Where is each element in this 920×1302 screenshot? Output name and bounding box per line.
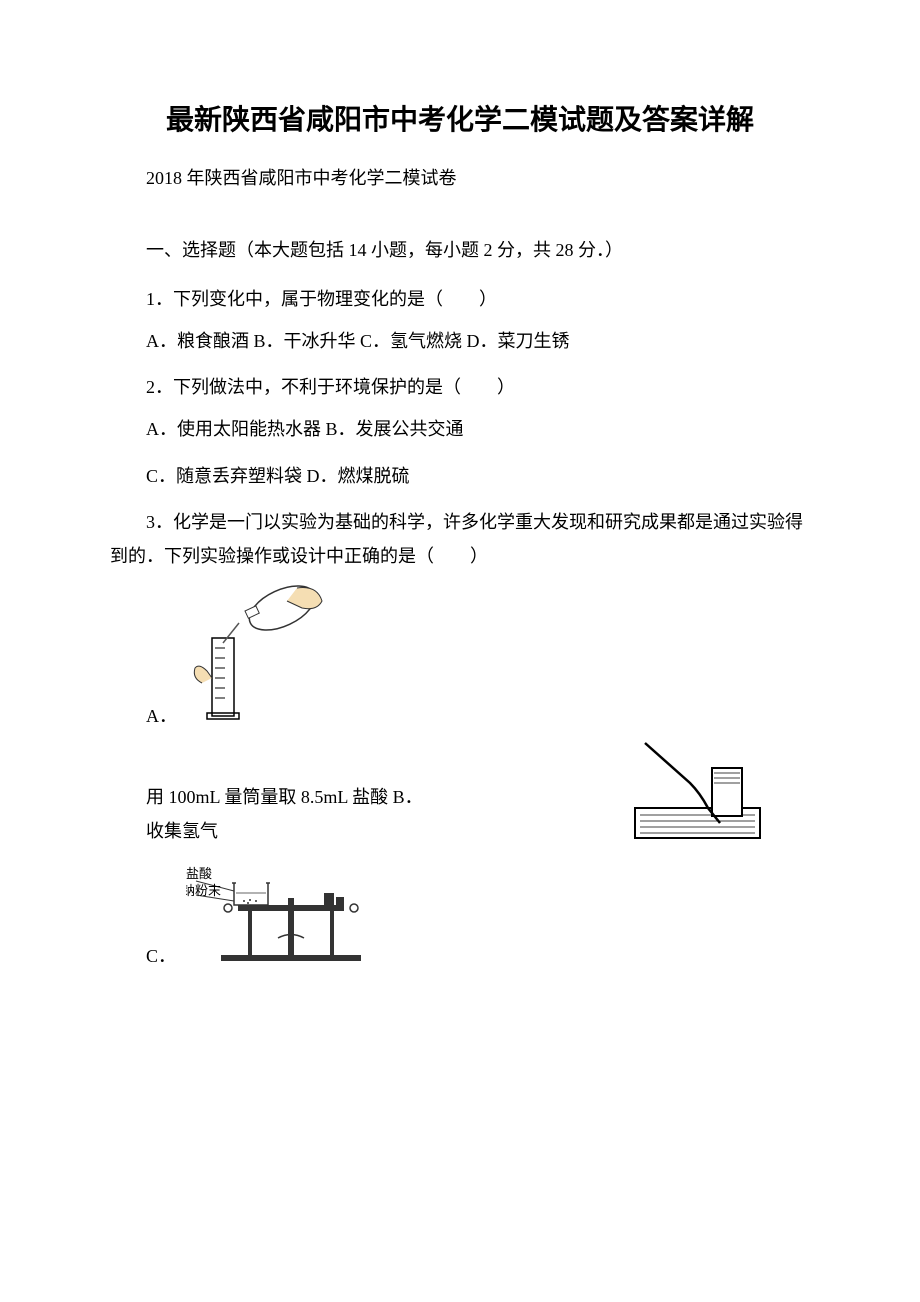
question-2: 2．下列做法中，不利于环境保护的是（ ） — [110, 370, 810, 404]
gas-collection-icon — [620, 733, 770, 848]
question-2-options-1: A．使用太阳能热水器 B．发展公共交通 — [110, 412, 810, 446]
question-1-options: A．粮食酿酒 B．干冰升华 C．氢气燃烧 D．菜刀生锈 — [110, 324, 810, 358]
question-3: 3．化学是一门以实验为基础的科学，许多化学重大发现和研究成果都是通过实验得到的．… — [110, 505, 810, 573]
option-c-label: C． — [146, 942, 176, 968]
balance-label-2: 碳酸钠粉末 — [186, 883, 221, 898]
document-subtitle: 2018 年陕西省咸阳市中考化学二模试卷 — [110, 162, 810, 194]
question-2-options-2: C．随意丢弃塑料袋 D．燃煤脱硫 — [110, 459, 810, 493]
option-a-row: A． — [110, 583, 810, 728]
section-header: 一、选择题（本大题包括 14 小题，每小题 2 分，共 28 分．） — [110, 234, 810, 266]
cylinder-pouring-icon — [187, 583, 347, 728]
balance-scale-icon: 盐酸 碳酸钠粉末 — [186, 863, 386, 968]
option-a-label: A． — [146, 702, 177, 728]
balance-label-1: 盐酸 — [186, 866, 212, 881]
option-a-caption: 用 100mL 量筒量取 8.5mL 盐酸 B． — [110, 780, 620, 814]
document-title: 最新陕西省咸阳市中考化学二模试题及答案详解 — [110, 100, 810, 142]
option-b-row: 用 100mL 量筒量取 8.5mL 盐酸 B． 收集氢气 — [110, 733, 810, 848]
option-b-caption: 收集氢气 — [110, 814, 620, 848]
question-1: 1．下列变化中，属于物理变化的是（ ） — [110, 282, 810, 316]
option-c-row: C． 盐酸 碳酸钠粉末 — [110, 863, 810, 968]
